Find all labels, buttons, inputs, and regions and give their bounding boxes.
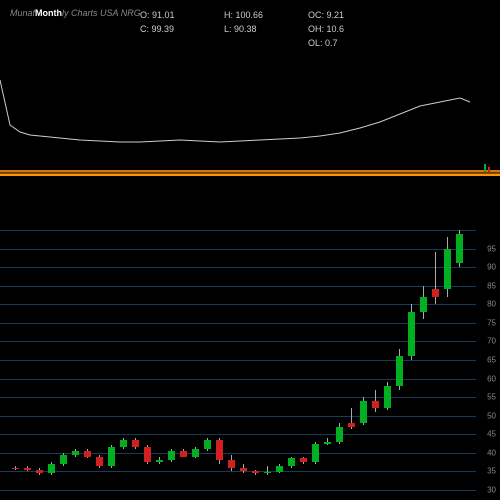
ohlc-high: H: 100.66 [224, 8, 284, 22]
grid-line [0, 434, 476, 435]
y-tick-label: 60 [487, 374, 496, 383]
ohlc-oh: OH: 10.6 [308, 22, 368, 36]
y-tick-label: 95 [487, 244, 496, 253]
grid-line [0, 267, 476, 268]
price-line [0, 80, 470, 142]
title-suffix: ly Charts USA NRG [62, 8, 141, 18]
grid-line [0, 397, 476, 398]
y-tick-label: 30 [487, 486, 496, 495]
grid-line [0, 360, 476, 361]
grid-line [0, 286, 476, 287]
grid-line [0, 471, 476, 472]
title-prefix: Munaf [10, 8, 35, 18]
ohlc-open: O: 91.01 [140, 8, 200, 22]
line-chart-panel [0, 40, 480, 170]
y-tick-label: 40 [487, 448, 496, 457]
grid-line [0, 249, 476, 250]
y-tick-label: 75 [487, 318, 496, 327]
separator-band [0, 170, 500, 176]
candlestick-chart-panel [0, 230, 476, 490]
y-tick-label: 35 [487, 467, 496, 476]
grid-line [0, 230, 476, 231]
grid-line [0, 416, 476, 417]
chart-title: MunafMonthly Charts USA NRG [10, 8, 141, 18]
y-tick-label: 70 [487, 337, 496, 346]
y-tick-label: 80 [487, 300, 496, 309]
y-tick-label: 90 [487, 263, 496, 272]
grid-line [0, 323, 476, 324]
grid-line [0, 304, 476, 305]
ohlc-low: L: 90.38 [224, 22, 284, 36]
grid-line [0, 379, 476, 380]
ohlc-close: C: 99.39 [140, 22, 200, 36]
y-tick-label: 55 [487, 393, 496, 402]
y-tick-label: 50 [487, 411, 496, 420]
ohlc-oc: OC: 9.21 [308, 8, 368, 22]
title-bold: Month [35, 8, 62, 18]
y-tick-label: 45 [487, 430, 496, 439]
y-tick-label: 85 [487, 281, 496, 290]
grid-line [0, 341, 476, 342]
grid-line [0, 490, 476, 491]
y-tick-label: 65 [487, 356, 496, 365]
